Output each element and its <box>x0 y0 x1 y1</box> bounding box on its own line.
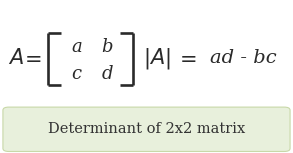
Text: d: d <box>101 65 113 83</box>
Text: ad - bc: ad - bc <box>210 49 277 67</box>
Text: $=$: $=$ <box>175 48 197 68</box>
Text: Determinant of 2x2 matrix: Determinant of 2x2 matrix <box>48 122 245 136</box>
Text: b: b <box>101 38 113 56</box>
Text: c: c <box>72 65 82 83</box>
Text: $|A|$: $|A|$ <box>143 46 171 71</box>
Text: $A$: $A$ <box>8 48 24 68</box>
Text: $=$: $=$ <box>20 48 42 68</box>
Text: a: a <box>71 38 82 56</box>
FancyBboxPatch shape <box>3 107 290 151</box>
